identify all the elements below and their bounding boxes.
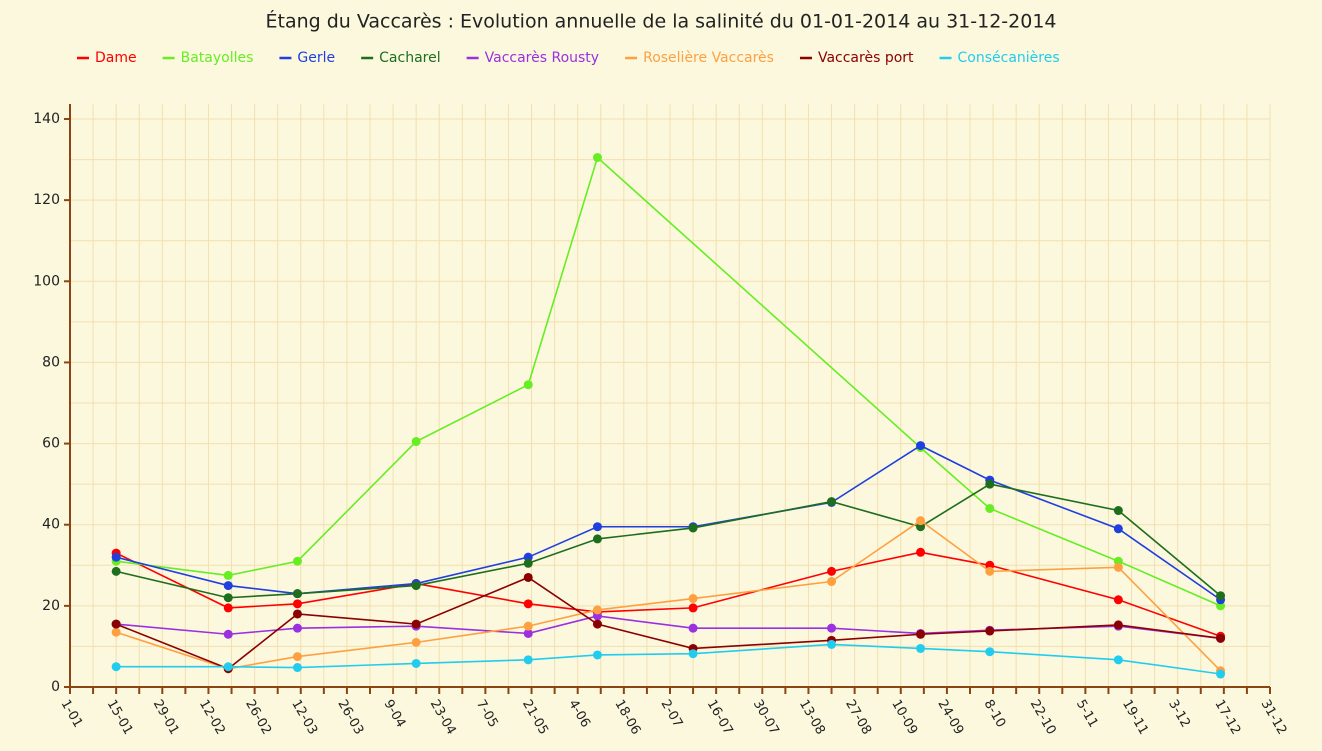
legend-item: Gerle: [279, 50, 335, 66]
series-line: [115, 519, 1222, 672]
data-point: [523, 558, 533, 568]
data-point: [592, 619, 602, 629]
data-point: [223, 581, 233, 591]
legend-label: Dame: [95, 50, 137, 66]
legend-label: Roselière Vaccarès: [643, 50, 774, 66]
data-point: [827, 566, 837, 576]
data-point: [523, 572, 533, 582]
y-tick-label: 0: [51, 679, 60, 695]
data-point: [592, 522, 602, 532]
data-point: [916, 629, 926, 639]
data-point: [523, 621, 533, 631]
data-point: [292, 623, 302, 633]
data-point: [223, 603, 233, 613]
data-point: [592, 650, 602, 660]
data-point: [292, 589, 302, 599]
legend-label: Gerle: [297, 50, 335, 66]
data-point: [1216, 633, 1226, 643]
data-point: [688, 523, 698, 533]
data-point: [827, 497, 837, 507]
y-tick-label: 120: [33, 192, 60, 208]
data-point: [111, 566, 121, 576]
data-point: [1113, 524, 1123, 534]
data-point: [111, 552, 121, 562]
data-point: [688, 594, 698, 604]
data-point: [223, 570, 233, 580]
data-point: [223, 629, 233, 639]
legend-item: Batayolles: [162, 50, 254, 66]
data-point: [592, 534, 602, 544]
data-point: [1113, 595, 1123, 605]
data-point: [292, 609, 302, 619]
data-point: [111, 627, 121, 637]
data-point: [1113, 655, 1123, 665]
y-tick-label: 40: [42, 517, 60, 533]
data-point: [916, 441, 926, 451]
legend-item: Vaccarès port: [799, 50, 914, 66]
series-line: [115, 576, 1221, 670]
data-point: [411, 437, 421, 447]
data-point: [523, 628, 533, 638]
legend-item: Dame: [77, 50, 137, 66]
data-point: [411, 637, 421, 647]
data-point: [916, 643, 926, 653]
y-tick-label: 140: [33, 111, 60, 127]
legend-item: Roselière Vaccarès: [625, 50, 774, 66]
data-point: [1216, 669, 1226, 679]
data-point: [411, 619, 421, 629]
data-point: [292, 652, 302, 662]
data-point: [292, 556, 302, 566]
y-tick-label: 20: [42, 598, 60, 614]
series-line: [116, 643, 1221, 675]
data-point: [985, 503, 995, 513]
data-point: [688, 623, 698, 633]
data-point: [827, 623, 837, 633]
legend-label: Batayolles: [181, 50, 254, 66]
legend-item: Cacharel: [361, 50, 441, 66]
legend-label: Cacharel: [379, 50, 440, 66]
data-point: [1216, 591, 1226, 601]
data-point: [1113, 562, 1123, 572]
data-point: [223, 593, 233, 603]
data-point: [223, 662, 233, 672]
data-point: [827, 577, 837, 587]
data-point: [1113, 506, 1123, 516]
legend-label: Vaccarès Rousty: [485, 50, 599, 66]
data-point: [111, 662, 121, 672]
grid: [69, 104, 1271, 688]
data-point: [985, 479, 995, 489]
legend-label: Consécanières: [958, 50, 1060, 66]
y-tick-label: 80: [42, 354, 60, 370]
series-line: [116, 156, 1221, 607]
data-point: [411, 658, 421, 668]
data-point: [592, 605, 602, 615]
data-point: [827, 639, 837, 649]
chart-title: Étang du Vaccarès : Evolution annuelle d…: [265, 10, 1056, 33]
y-tick-label: 60: [42, 436, 60, 452]
data-point: [985, 566, 995, 576]
data-point: [916, 547, 926, 557]
data-point: [985, 647, 995, 657]
data-point: [688, 603, 698, 613]
legend-item: Vaccarès Rousty: [466, 50, 599, 66]
data-point: [592, 153, 602, 163]
data-point: [1113, 620, 1123, 630]
data-point: [523, 655, 533, 665]
y-tick-label: 100: [33, 273, 60, 289]
data-point: [292, 599, 302, 609]
data-point: [523, 380, 533, 390]
data-point: [916, 516, 926, 526]
legend-item: Consécanières: [939, 50, 1060, 66]
data-point: [523, 599, 533, 609]
series-line: [115, 483, 1222, 599]
legend-label: Vaccarès port: [818, 50, 914, 66]
data-point: [985, 626, 995, 636]
data-point: [292, 663, 302, 673]
data-point: [411, 581, 421, 591]
data-point: [688, 649, 698, 659]
data-point: [111, 619, 121, 629]
